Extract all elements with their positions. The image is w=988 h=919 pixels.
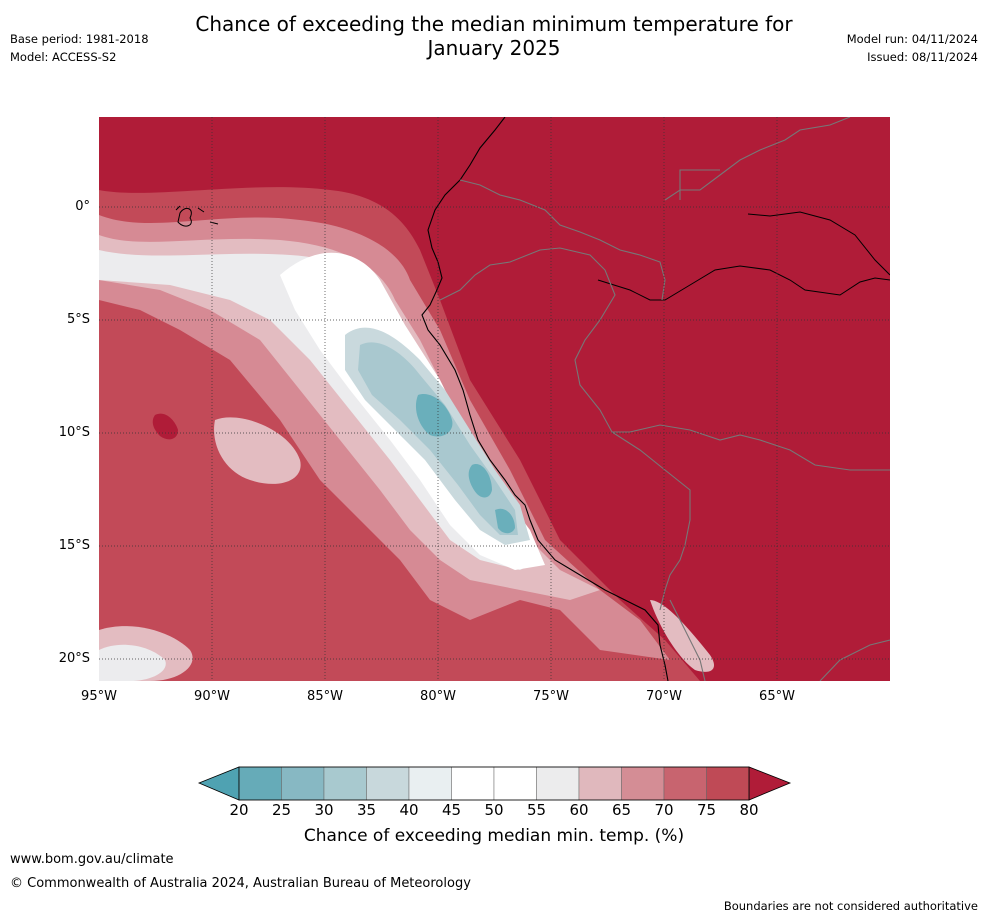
lon-label-85w: 85°W (307, 689, 343, 704)
colorbar-tick-label: 50 (484, 801, 504, 819)
colorbar-tick-label: 55 (526, 801, 547, 819)
map-field (99, 117, 890, 681)
colorbar-tick-label: 40 (399, 801, 419, 819)
lon-label-80w: 80°W (420, 689, 456, 704)
country-borders (439, 117, 890, 681)
colorbar-tick-label: 60 (569, 801, 589, 819)
lat-label-5s: 5°S (66, 312, 90, 327)
andes-light-patch (650, 600, 715, 672)
colorbar-tick-label: 70 (654, 801, 674, 819)
colorbar-cell (408, 766, 452, 801)
lat-label-15s: 15°S (58, 538, 90, 553)
ocean-light-patch-west (214, 417, 301, 484)
model-run: Model run: 04/11/2024 (846, 32, 978, 46)
lon-label-90w: 90°W (194, 689, 230, 704)
footer-copyright: © Commonwealth of Australia 2024, Austra… (10, 876, 471, 891)
colorbar-cells (238, 766, 750, 801)
cool-anomaly-deep-coastal (495, 508, 515, 534)
colorbar-low-arrow (197, 766, 240, 801)
footer-url[interactable]: www.bom.gov.au/climate (10, 852, 174, 867)
colorbar-cell (536, 766, 580, 801)
galapagos-islands (175, 205, 219, 227)
colorbar-cell (238, 766, 282, 801)
lon-label-75w: 75°W (533, 689, 569, 704)
colorbar (197, 766, 792, 801)
colorbar-high-arrow (748, 766, 792, 801)
lon-label-95w: 95°W (81, 689, 117, 704)
colorbar-tick-label: 35 (356, 801, 377, 819)
colorbar-cell (663, 766, 707, 801)
lat-label-20s: 20°S (58, 651, 90, 666)
graticule (99, 117, 890, 681)
model-name: Model: ACCESS-S2 (10, 50, 117, 64)
cool-anomaly-deep (415, 394, 453, 437)
amazon-river (597, 265, 890, 301)
river-north (747, 211, 890, 276)
colorbar-title: Chance of exceeding median min. temp. (%… (303, 826, 685, 846)
colorbar-cell (451, 766, 495, 801)
footer-disclaimer: Boundaries are not considered authoritat… (723, 899, 978, 913)
colorbar-cell (493, 766, 537, 801)
colorbar-cell (621, 766, 665, 801)
colorbar-tick-label: 80 (739, 801, 759, 819)
base-period: Base period: 1981-2018 (10, 32, 149, 46)
meta-right: Model run: 04/11/2024 Issued: 08/11/2024 (847, 30, 978, 66)
meta-left: Base period: 1981-2018 Model: ACCESS-S2 (10, 30, 149, 66)
colorbar-cell (706, 766, 750, 801)
chart-title-line1: Chance of exceeding the median minimum t… (195, 12, 793, 36)
chart-title: Chance of exceeding the median minimum t… (0, 12, 988, 60)
colorbar-tick-label: 20 (229, 801, 249, 819)
lat-label-0: 0° (75, 199, 90, 214)
colorbar-cell (281, 766, 325, 801)
cool-anomaly-deep-south (468, 464, 492, 498)
colorbar-tick-label: 45 (441, 801, 462, 819)
colorbar-tick-label: 30 (314, 801, 334, 819)
lon-label-70w: 70°W (646, 689, 682, 704)
issued-date: Issued: 08/11/2024 (867, 50, 978, 64)
colorbar-tick-label: 65 (611, 801, 632, 819)
colorbar-cell (578, 766, 622, 801)
colorbar-outline (238, 766, 750, 801)
colorbar-tick-label: 25 (271, 801, 292, 819)
colorbar-tick-label: 75 (696, 801, 717, 819)
colorbar-cell (366, 766, 410, 801)
colorbar-cell (323, 766, 367, 801)
lon-label-65w: 65°W (759, 689, 795, 704)
chart-title-line2: January 2025 (427, 36, 561, 60)
ocean-neutral-patch-south (99, 644, 166, 681)
lat-label-10s: 10°S (58, 425, 90, 440)
